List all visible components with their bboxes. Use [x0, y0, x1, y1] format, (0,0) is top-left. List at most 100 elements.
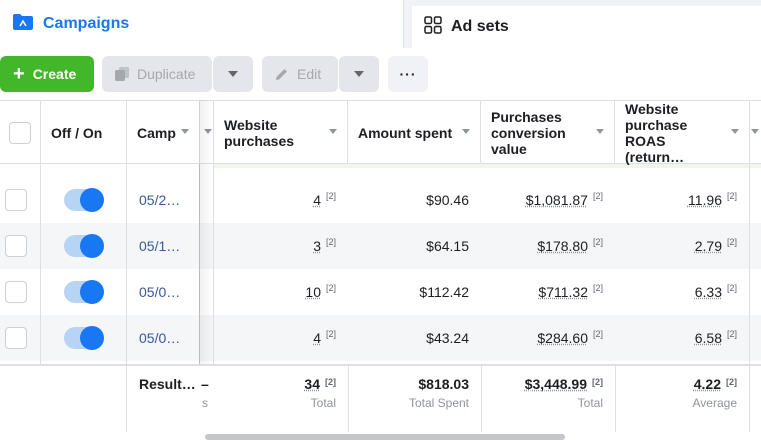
- table-row[interactable]: 05/0… 4 [2] $43.24 $284.60 [2] 6.58 [2]: [0, 315, 761, 361]
- footnote: [2]: [726, 377, 737, 387]
- sort-icon[interactable]: [462, 129, 470, 134]
- table-row[interactable]: 05/1… 3 [2] $64.15 $178.80 [2] 2.79 [2]: [0, 223, 761, 269]
- campaign-name-link[interactable]: 05/1…: [139, 238, 181, 254]
- scrollbar-thumb[interactable]: [205, 434, 565, 440]
- row-checkbox[interactable]: [5, 235, 27, 257]
- sort-icon[interactable]: [181, 129, 189, 134]
- create-button[interactable]: + Create: [0, 56, 94, 92]
- column-header-label: Website purchases: [224, 116, 295, 149]
- total-caption: Average: [692, 396, 737, 410]
- row-checkbox[interactable]: [5, 189, 27, 211]
- purchases-value-cell: $178.80 [2]: [481, 223, 615, 269]
- campaign-name-link[interactable]: 05/0…: [139, 284, 181, 300]
- campaign-toggle[interactable]: [64, 188, 104, 212]
- total-caption: Total Spent: [408, 396, 469, 410]
- totals-label-dash: –: [201, 376, 209, 392]
- row-checkbox[interactable]: [5, 281, 27, 303]
- edit-button[interactable]: Edit: [262, 56, 338, 92]
- column-header-amount-spent[interactable]: Amount spent: [348, 101, 481, 164]
- roas-value[interactable]: 2.79: [694, 238, 722, 254]
- purchases-value-value[interactable]: $711.32: [538, 284, 588, 300]
- purchases-value-value[interactable]: $284.60: [537, 330, 588, 346]
- duplicate-button[interactable]: Duplicate: [102, 56, 212, 92]
- website-purchases-value[interactable]: 3: [313, 238, 321, 254]
- tab-campaigns-label: Campaigns: [43, 15, 130, 32]
- campaign-name-link[interactable]: 05/0…: [139, 330, 181, 346]
- website-purchases-value[interactable]: 4: [313, 330, 321, 346]
- campaign-toggle[interactable]: [64, 280, 104, 304]
- purchases-value-value[interactable]: $1,081.87: [525, 192, 588, 208]
- roas-value[interactable]: 6.58: [694, 330, 722, 346]
- column-header-next[interactable]: [750, 101, 761, 164]
- roas-value[interactable]: 11.96: [687, 192, 722, 208]
- sort-icon[interactable]: [751, 129, 759, 134]
- footnote: [2]: [325, 191, 336, 201]
- table-row[interactable]: 05/2… 4 [2] $90.46 $1,081.87 [2] 11.96 [2]: [0, 177, 761, 223]
- total-value[interactable]: $3,448.99: [524, 376, 587, 392]
- footnote: [2]: [325, 329, 336, 339]
- amount-spent-value: $90.46: [426, 192, 469, 208]
- folder-icon: [12, 13, 34, 36]
- column-header-toggle[interactable]: Off / On: [41, 101, 127, 164]
- amount-spent-cell: $43.24: [348, 315, 481, 361]
- duplicate-menu-button[interactable]: [213, 56, 253, 92]
- sort-icon[interactable]: [329, 129, 337, 134]
- total-caption: Total: [577, 396, 603, 410]
- roas-cell: 6.58 [2]: [615, 315, 749, 361]
- row-checkbox[interactable]: [5, 327, 27, 349]
- purchases-value-cell: $284.60 [2]: [481, 315, 615, 361]
- footnote: [2]: [726, 191, 737, 201]
- footnote: [2]: [592, 237, 603, 247]
- column-header-campaign[interactable]: Camp: [127, 101, 200, 164]
- select-all-checkbox[interactable]: [9, 121, 31, 144]
- totals-label-sub: s: [202, 396, 208, 410]
- column-header-label: Website purchase ROAS (return…: [625, 100, 688, 165]
- column-divider: [126, 366, 127, 432]
- tab-ad-sets-label: Ad sets: [451, 18, 509, 35]
- footnote: [2]: [592, 191, 603, 201]
- column-header-purchases-value[interactable]: Purchases conversion value: [481, 101, 615, 164]
- campaign-name-link[interactable]: 05/2…: [139, 192, 181, 208]
- campaign-toggle[interactable]: [64, 234, 104, 258]
- campaign-toggle[interactable]: [64, 326, 104, 350]
- footnote: [2]: [726, 283, 737, 293]
- edit-menu-button[interactable]: [339, 56, 379, 92]
- website-purchases-value[interactable]: 10: [305, 284, 321, 300]
- totals-row: Result… – s 34 [2] Total $818.03 Total Sp…: [0, 364, 761, 432]
- column-header-roas[interactable]: Website purchase ROAS (return…: [615, 100, 750, 165]
- roas-cell: 2.79 [2]: [615, 223, 749, 269]
- total-value[interactable]: 34: [304, 376, 320, 392]
- sort-icon[interactable]: [204, 129, 212, 134]
- website-purchases-value[interactable]: 4: [313, 192, 321, 208]
- website-purchases-cell: 4 [2]: [214, 177, 348, 223]
- campaign-name-cell: 05/1…: [139, 223, 199, 269]
- campaign-name-cell: 05/0…: [139, 315, 199, 361]
- sort-icon[interactable]: [596, 129, 604, 134]
- roas-value[interactable]: 6.33: [694, 284, 722, 300]
- caret-down-icon: [353, 70, 365, 78]
- toggle-cell: [64, 315, 108, 361]
- footnote: [2]: [592, 283, 603, 293]
- campaigns-table: 05/2… 4 [2] $90.46 $1,081.87 [2] 11.96 [2] …: [0, 100, 761, 440]
- amount-spent-value: $112.42: [419, 284, 469, 300]
- tab-ad-sets[interactable]: Ad sets: [412, 6, 761, 48]
- sort-icon[interactable]: [731, 129, 739, 134]
- level-tabs: Campaigns Ad sets: [0, 0, 761, 48]
- table-row[interactable]: 05/0… 10 [2] $112.42 $711.32 [2] 6.33 [2]: [0, 269, 761, 315]
- amount-spent-value: $64.15: [426, 238, 469, 254]
- purchases-value-value[interactable]: $178.80: [537, 238, 588, 254]
- column-divider: [126, 164, 127, 364]
- column-header-label: Purchases conversion value: [491, 108, 566, 157]
- total-value[interactable]: 4.22: [693, 376, 721, 392]
- frozen-divider: [199, 164, 200, 440]
- website-purchases-cell: 10 [2]: [214, 269, 348, 315]
- column-divider: [749, 164, 750, 364]
- row-checkbox-cell: [5, 223, 35, 269]
- column-header-website-purchases[interactable]: Website purchases: [214, 101, 348, 164]
- more-icon: ···: [399, 66, 417, 82]
- tab-campaigns[interactable]: Campaigns: [0, 0, 404, 48]
- pencil-icon: [274, 67, 289, 82]
- column-divider: [749, 366, 750, 432]
- more-options-button[interactable]: ···: [388, 56, 428, 92]
